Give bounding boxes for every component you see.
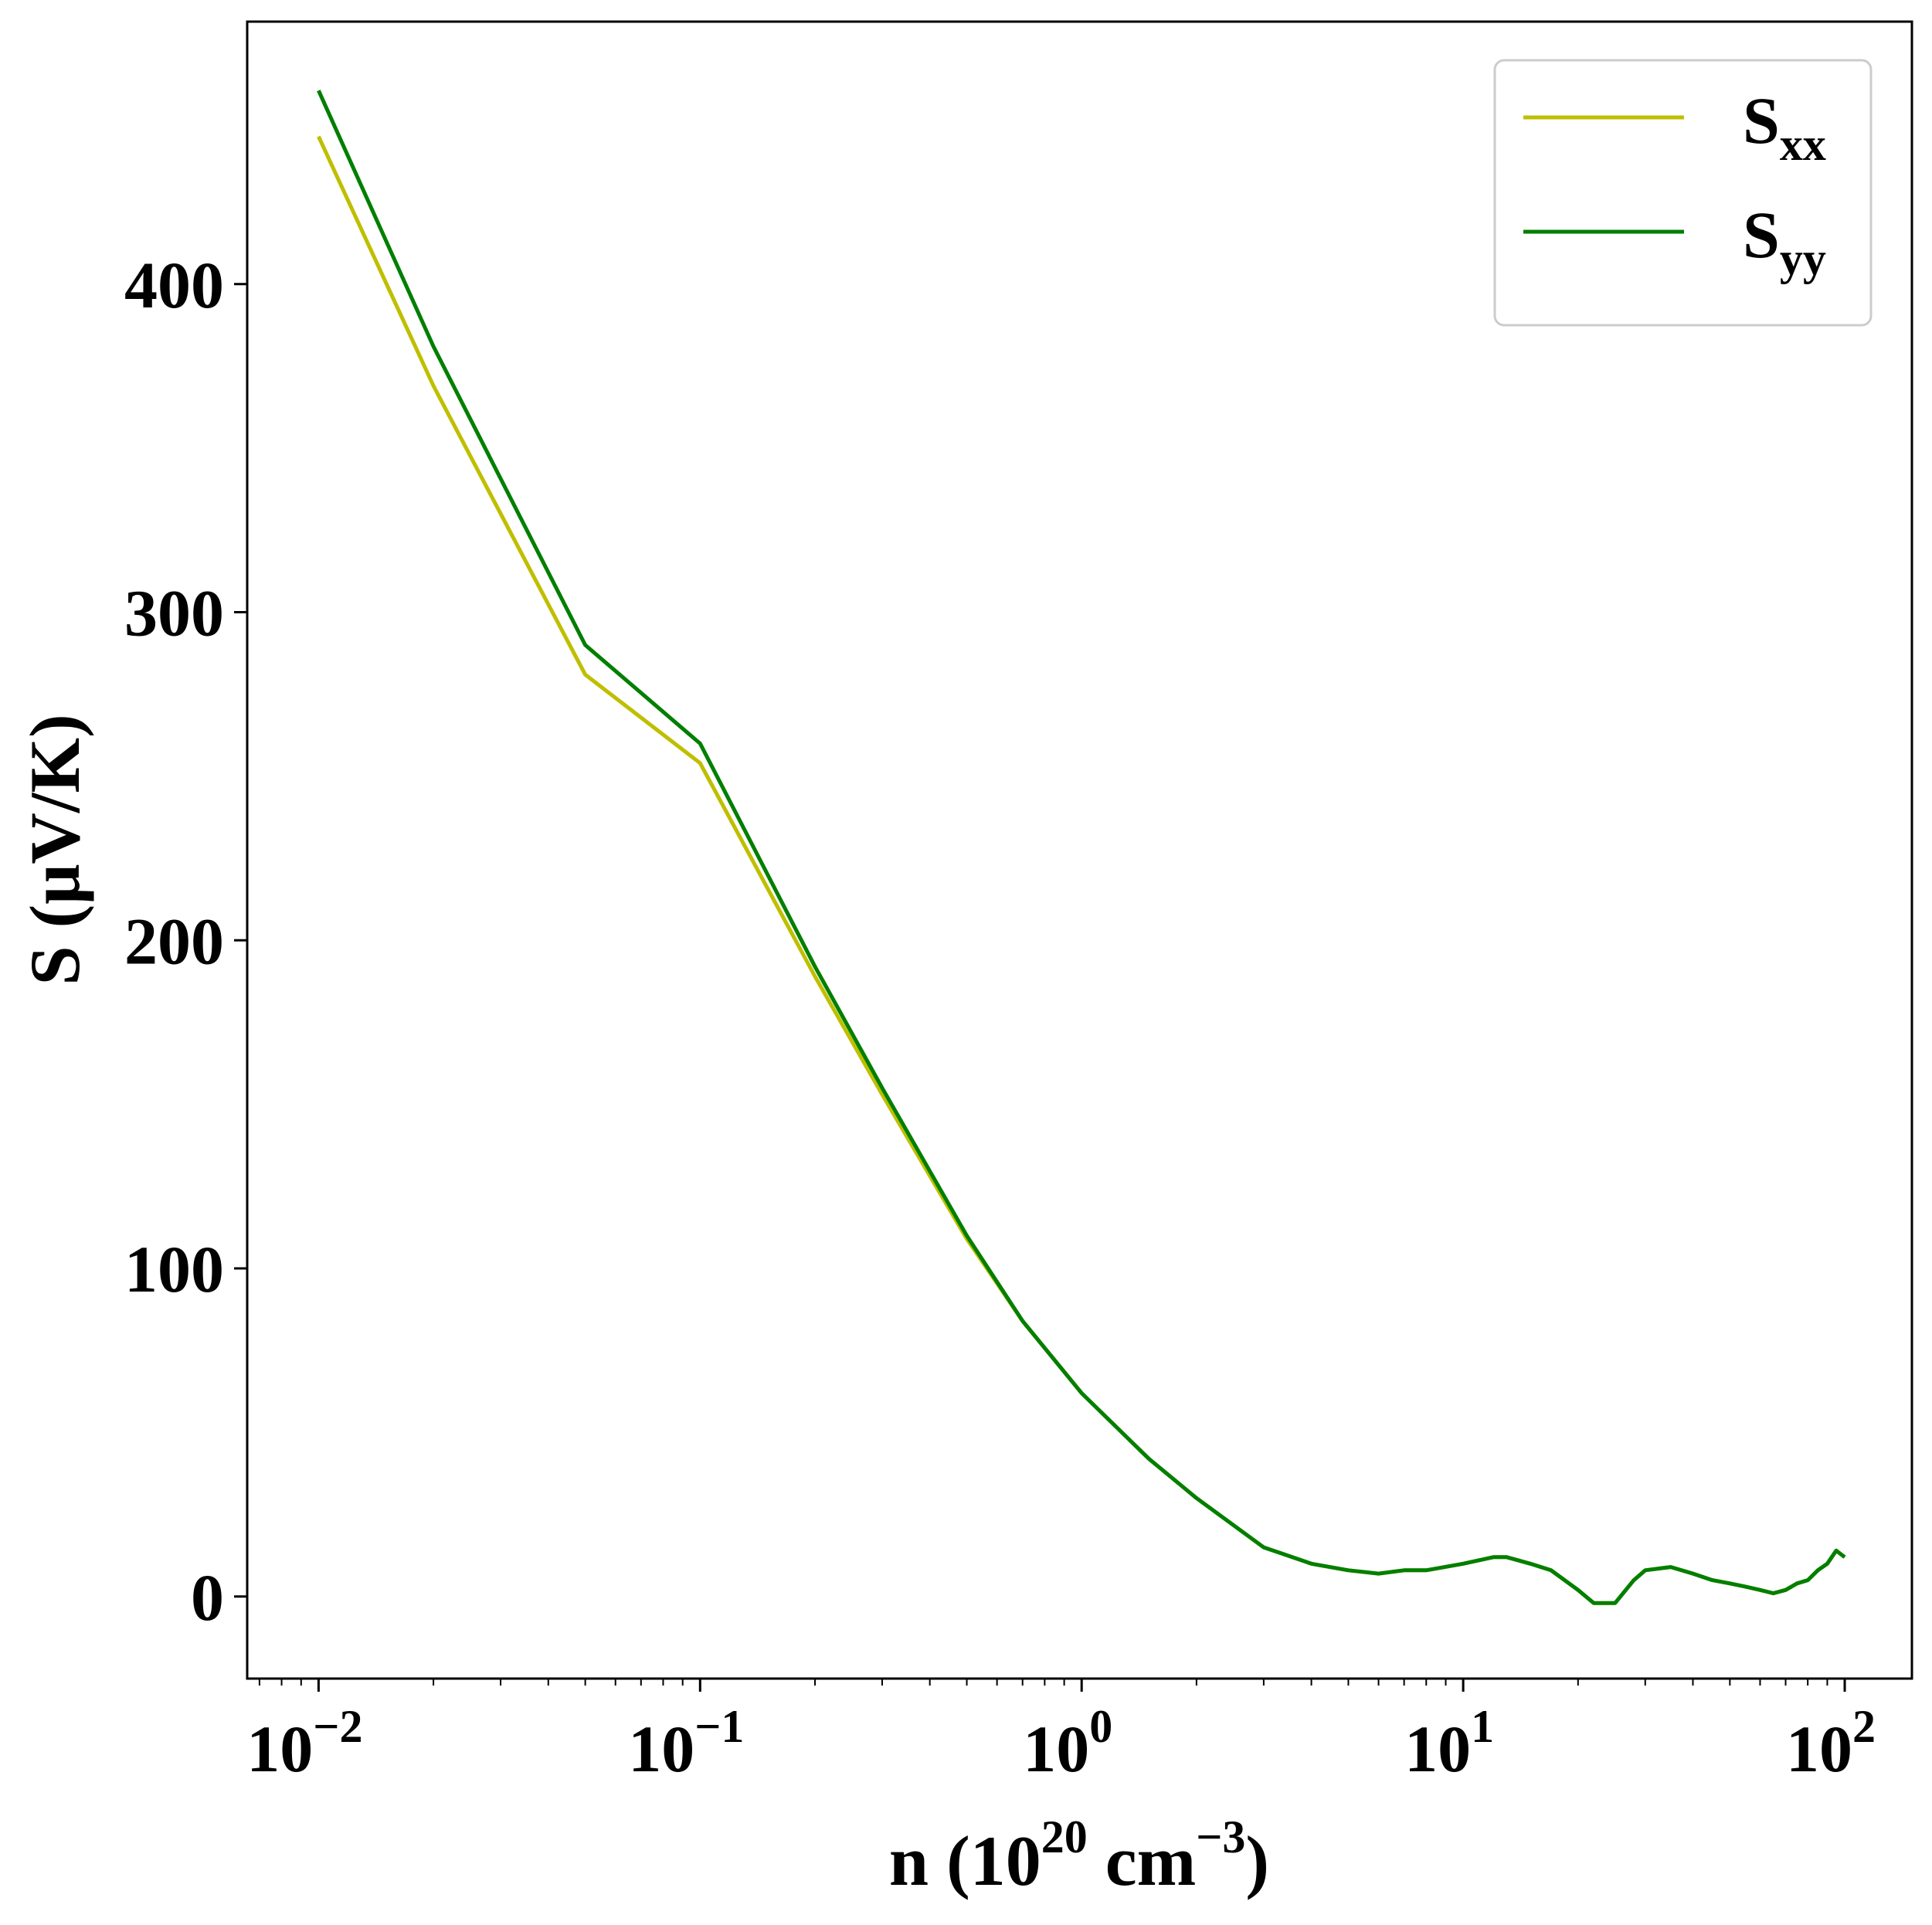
x-tick-label: 10−2: [246, 1701, 362, 1786]
x-tick-label: 100: [1023, 1701, 1112, 1786]
y-axis: 0 100 200 300 400: [124, 248, 247, 1635]
x-axis: 10−2 10−1 100 101 102: [246, 1679, 1876, 1786]
y-tick-label: 0: [191, 1560, 224, 1635]
y-tick-label: 100: [124, 1232, 224, 1306]
y-tick-label: 200: [124, 904, 224, 978]
y-tick-label: 300: [124, 576, 224, 650]
x-tick-label: 102: [1786, 1701, 1876, 1786]
legend: Sxx Syy: [1493, 59, 1873, 327]
x-tick-label: 101: [1404, 1701, 1494, 1786]
y-tick-label: 400: [124, 248, 224, 322]
legend-label-syy: Syy: [1743, 198, 1826, 284]
plot-frame: [246, 20, 1913, 1680]
series-line-syy: [317, 90, 1846, 1605]
legend-box: [1493, 59, 1873, 327]
series-lines: [317, 90, 1846, 1605]
x-axis-label: n (1020 cm−3): [889, 1811, 1269, 1900]
legend-label-sxx: Sxx: [1743, 83, 1826, 170]
y-axis-label: S (μV/K): [15, 714, 94, 985]
x-tick-label: 10−1: [628, 1701, 744, 1786]
